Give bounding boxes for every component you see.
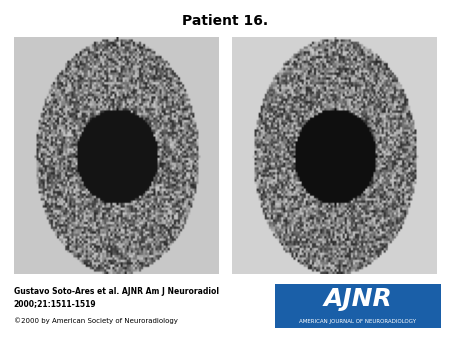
Text: B: B xyxy=(238,250,249,264)
FancyBboxPatch shape xyxy=(274,284,441,328)
Text: Patient 16.: Patient 16. xyxy=(182,14,268,27)
Text: AJNR: AJNR xyxy=(324,287,392,311)
Text: ©2000 by American Society of Neuroradiology: ©2000 by American Society of Neuroradiol… xyxy=(14,318,177,324)
Text: AMERICAN JOURNAL OF NEURORADIOLOGY: AMERICAN JOURNAL OF NEURORADIOLOGY xyxy=(299,319,416,324)
Text: Gustavo Soto-Ares et al. AJNR Am J Neuroradiol
2000;21:1511-1519: Gustavo Soto-Ares et al. AJNR Am J Neuro… xyxy=(14,287,219,308)
Text: A: A xyxy=(22,250,33,264)
